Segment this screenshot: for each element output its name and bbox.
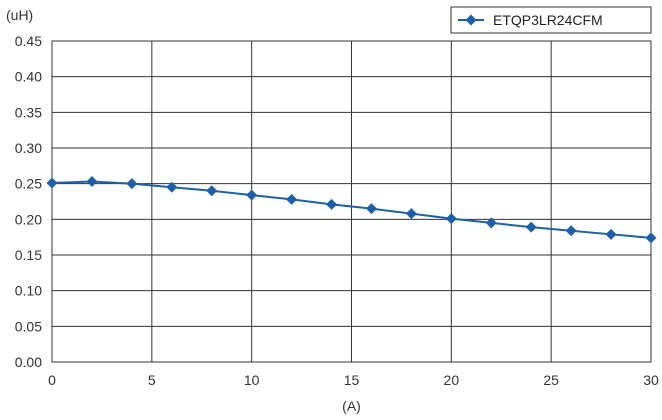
x-tick-label: 0 [48, 372, 56, 388]
data-point-marker [605, 228, 617, 240]
legend-box [450, 6, 652, 34]
grid-lines [52, 41, 651, 362]
data-point-marker [286, 193, 298, 205]
data-point-marker [485, 217, 497, 229]
y-tick-label: 0.30 [15, 140, 42, 156]
y-tick-label: 0.40 [15, 69, 42, 85]
y-tick-label: 0.45 [15, 33, 42, 49]
y-axis-ticks: 0.00 0.05 0.10 0.15 0.20 0.25 0.30 0.35 0.40 0.45 [15, 33, 42, 370]
data-point-marker [445, 213, 457, 225]
data-point-marker [246, 189, 258, 201]
y-tick-label: 0.00 [15, 354, 42, 370]
y-tick-label: 0.35 [15, 104, 42, 120]
y-tick-label: 0.10 [15, 283, 42, 299]
x-tick-label: 20 [444, 372, 460, 388]
series-line [51, 180, 652, 239]
series-layer [46, 176, 657, 244]
data-point-marker [126, 178, 138, 190]
data-point-marker [525, 221, 537, 233]
x-axis-ticks: 0 5 10 15 20 25 30 [48, 372, 659, 388]
data-point-marker [86, 176, 98, 188]
data-point-marker [565, 225, 577, 237]
y-tick-label: 0.20 [15, 211, 42, 227]
y-axis-unit-label: (uH) [6, 7, 33, 23]
x-tick-label: 10 [244, 372, 260, 388]
data-point-marker [46, 177, 58, 189]
x-tick-label: 15 [344, 372, 360, 388]
x-tick-label: 30 [643, 372, 659, 388]
legend-label: ETQP3LR24CFM [493, 12, 603, 28]
data-point-marker [405, 208, 417, 220]
y-tick-label: 0.15 [15, 247, 42, 263]
data-point-marker [326, 198, 338, 210]
plot-area-frame [51, 40, 652, 363]
y-tick-label: 0.05 [15, 318, 42, 334]
legend: ETQP3LR24CFM [450, 6, 652, 34]
x-tick-label: 25 [543, 372, 559, 388]
x-tick-label: 5 [148, 372, 156, 388]
y-tick-label: 0.25 [15, 176, 42, 192]
data-point-marker [365, 203, 377, 215]
data-point-marker [206, 185, 218, 197]
legend-diamond-marker [465, 14, 477, 26]
data-point-marker [645, 232, 657, 244]
x-axis-unit-label: (A) [342, 398, 361, 414]
data-point-marker [166, 181, 178, 193]
